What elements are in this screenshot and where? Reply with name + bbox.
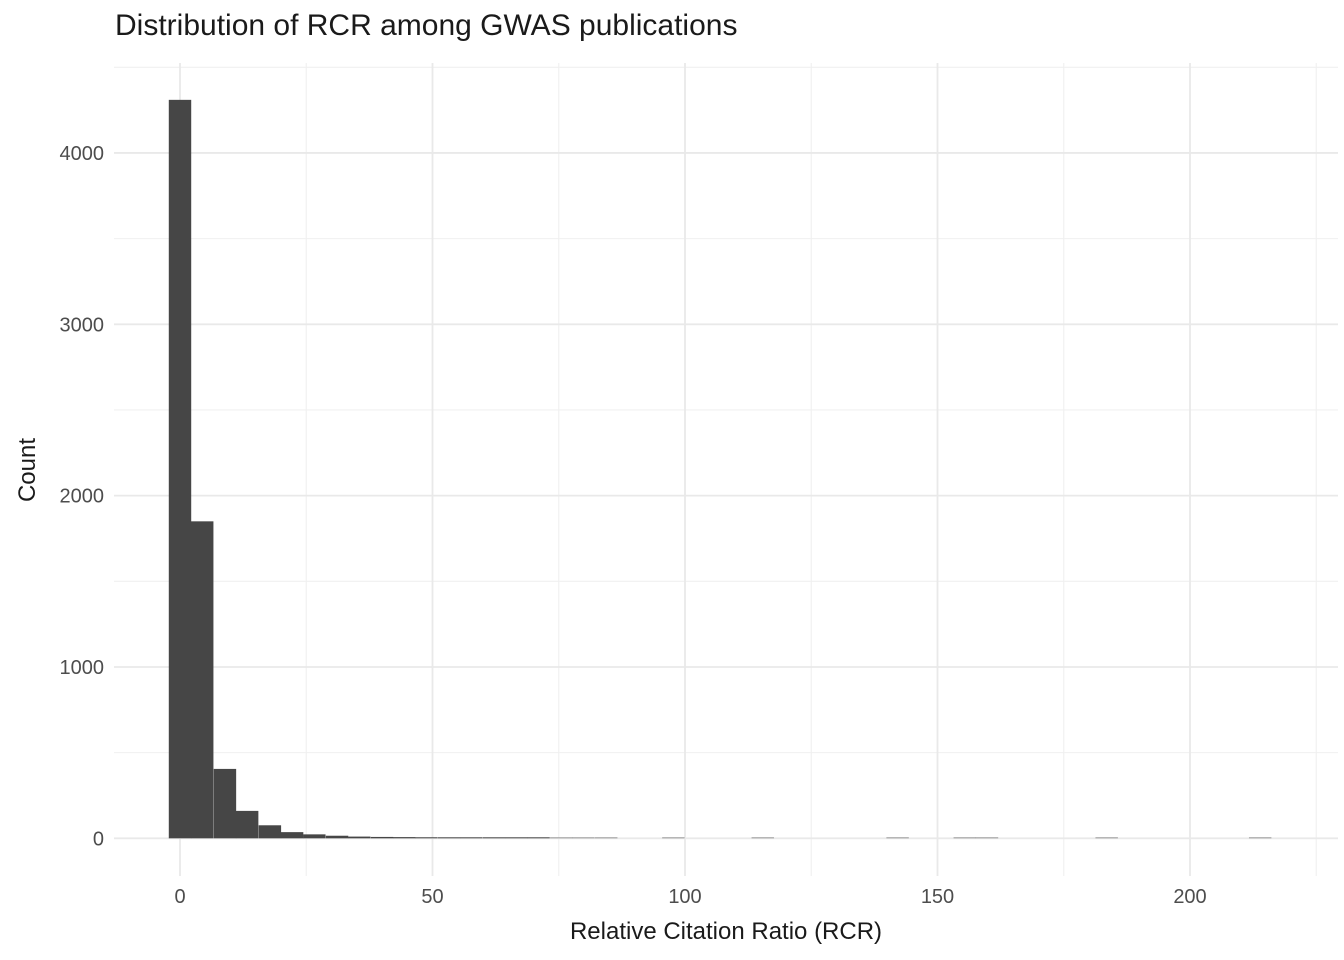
- histogram-bar: [595, 837, 618, 839]
- histogram-bar: [572, 837, 595, 839]
- chart-title: Distribution of RCR among GWAS publicati…: [115, 9, 738, 42]
- gridlines-minor: [114, 63, 1338, 876]
- histogram-bar: [527, 837, 550, 839]
- histogram-bar: [370, 836, 394, 839]
- y-tick-label: 2000: [60, 486, 105, 508]
- x-tick-label: 200: [1173, 886, 1206, 908]
- axis-tick-labels: 0 1000 2000 3000 4000 0 50 100 150 200: [60, 143, 1207, 908]
- x-tick-label: 100: [668, 886, 701, 908]
- histogram-bar: [348, 836, 371, 839]
- histogram-bar: [437, 837, 461, 839]
- histogram-bar: [1095, 837, 1118, 839]
- y-tick-label: 3000: [60, 314, 105, 336]
- y-tick-label: 0: [93, 828, 104, 850]
- histogram-bar: [460, 837, 483, 839]
- histogram-bar: [191, 521, 214, 839]
- histogram-bar: [168, 99, 192, 839]
- x-tick-label: 50: [421, 886, 443, 908]
- histogram-bars: [168, 99, 1272, 839]
- gridlines-major: [114, 63, 1338, 876]
- x-tick-label: 0: [174, 886, 185, 908]
- x-tick-label: 150: [921, 886, 954, 908]
- y-tick-label: 4000: [60, 143, 105, 165]
- histogram-bar: [1248, 837, 1272, 839]
- histogram-bar: [415, 837, 438, 839]
- histogram-bar: [482, 837, 506, 839]
- histogram-bar: [303, 834, 326, 839]
- histogram-bar: [235, 810, 259, 839]
- histogram-bar: [975, 837, 999, 839]
- histogram-bar: [505, 837, 528, 839]
- y-tick-label: 1000: [60, 657, 105, 679]
- histogram-bar: [550, 837, 573, 839]
- y-axis-title: Count: [14, 437, 41, 503]
- histogram-bar: [953, 837, 976, 839]
- histogram-bar: [662, 837, 685, 839]
- x-axis-title: Relative Citation Ratio (RCR): [569, 918, 883, 945]
- histogram-bar: [213, 768, 237, 839]
- histogram-bar: [325, 835, 349, 839]
- histogram-bar: [393, 837, 416, 839]
- histogram-bar: [886, 837, 909, 839]
- histogram-bar: [258, 825, 282, 839]
- histogram-bar: [751, 837, 774, 839]
- histogram-bar: [280, 832, 304, 839]
